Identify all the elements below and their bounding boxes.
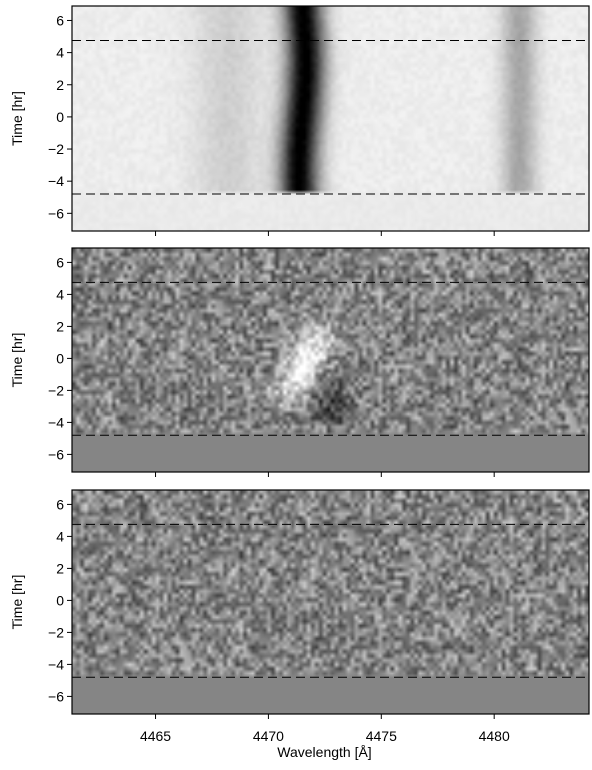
heatmap-panel-top: −6 −4 −2 0 2 4 6 Time [hr] (9, 5, 590, 236)
x-axis-label: Wavelength [Å] (277, 744, 371, 760)
heatmap-image (72, 6, 589, 231)
y-tick-label: −6 (48, 446, 64, 462)
y-tick-label: 6 (56, 496, 64, 512)
y-tick-label: 6 (56, 254, 64, 270)
x-tick-label: 4470 (253, 728, 284, 744)
y-tick-label: −6 (48, 205, 64, 221)
y-tick-label: 2 (56, 560, 64, 576)
y-tick-label: 2 (56, 318, 64, 334)
heatmap-panel-bottom: −6 −4 −2 0 2 4 6 4465 4470 4475 4480 Time [hr] Wavel… (9, 489, 590, 760)
y-tick-label: 4 (56, 45, 64, 61)
plot-frame (71, 247, 590, 473)
heatmap-panel-middle: −6 −4 −2 0 2 4 6 Time [hr] (9, 247, 590, 477)
y-axis-label: Time [hr] (9, 575, 25, 630)
x-tick-label: 4475 (366, 728, 397, 744)
y-tick-label: 0 (56, 109, 64, 125)
plot-frame (71, 5, 590, 232)
y-tick-label: 0 (56, 350, 64, 366)
y-axis-label: Time [hr] (9, 333, 25, 388)
y-tick-label: −2 (48, 141, 64, 157)
y-tick-label: −2 (48, 382, 64, 398)
y-tick-label: −4 (48, 414, 64, 430)
y-tick-label: 4 (56, 528, 64, 544)
x-tick-label: 4480 (479, 728, 510, 744)
y-tick-label: −6 (48, 688, 64, 704)
y-tick-label: −4 (48, 173, 64, 189)
y-axis-label: Time [hr] (9, 91, 25, 146)
y-tick-label: 2 (56, 77, 64, 93)
plot-frame (71, 489, 590, 715)
y-tick-label: 4 (56, 286, 64, 302)
x-tick-label: 4465 (140, 728, 171, 744)
y-tick-label: −2 (48, 624, 64, 640)
y-tick-label: 6 (56, 12, 64, 28)
heatmap-image (72, 490, 589, 714)
y-tick-label: −4 (48, 656, 64, 672)
y-tick-label: 0 (56, 592, 64, 608)
heatmap-image (72, 248, 589, 472)
